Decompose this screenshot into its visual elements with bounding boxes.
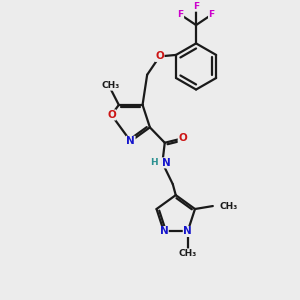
Text: O: O: [155, 51, 164, 62]
Text: H: H: [150, 158, 158, 167]
Text: CH₃: CH₃: [101, 81, 120, 90]
Text: F: F: [193, 2, 199, 11]
Text: CH₃: CH₃: [219, 202, 238, 211]
Text: N: N: [160, 226, 168, 236]
Text: CH₃: CH₃: [178, 249, 197, 258]
Text: N: N: [183, 226, 192, 236]
Text: F: F: [208, 10, 214, 19]
Text: O: O: [107, 110, 116, 120]
Text: N: N: [126, 136, 135, 146]
Text: O: O: [178, 133, 187, 143]
Text: N: N: [162, 158, 170, 168]
Text: F: F: [178, 10, 184, 19]
